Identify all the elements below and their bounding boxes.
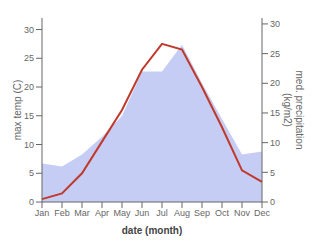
svg-text:10: 10 — [270, 138, 280, 148]
svg-text:Sep: Sep — [194, 208, 210, 218]
svg-text:15: 15 — [270, 108, 280, 118]
svg-text:Nov: Nov — [234, 208, 251, 218]
svg-text:20: 20 — [24, 82, 34, 92]
svg-text:5: 5 — [270, 168, 275, 178]
svg-text:5: 5 — [29, 168, 34, 178]
svg-text:date (month): date (month) — [122, 225, 183, 236]
svg-text:Dec: Dec — [254, 208, 271, 218]
svg-text:May: May — [113, 208, 131, 218]
svg-text:Aug: Aug — [174, 208, 190, 218]
svg-text:med. precipitation(kg/m2): med. precipitation(kg/m2) — [282, 71, 305, 150]
svg-text:0: 0 — [29, 197, 34, 207]
svg-text:Jan: Jan — [35, 208, 50, 218]
svg-text:20: 20 — [270, 78, 280, 88]
svg-text:Feb: Feb — [54, 208, 70, 218]
svg-text:Oct: Oct — [215, 208, 230, 218]
svg-text:max temp (C): max temp (C) — [12, 80, 23, 141]
svg-text:Jul: Jul — [156, 208, 168, 218]
svg-text:15: 15 — [24, 111, 34, 121]
svg-text:Apr: Apr — [95, 208, 109, 218]
svg-text:0: 0 — [270, 197, 275, 207]
svg-text:Mar: Mar — [74, 208, 90, 218]
svg-text:30: 30 — [24, 25, 34, 35]
svg-text:30: 30 — [270, 19, 280, 29]
svg-text:Jun: Jun — [135, 208, 150, 218]
svg-text:10: 10 — [24, 140, 34, 150]
svg-text:25: 25 — [24, 53, 34, 63]
svg-text:25: 25 — [270, 49, 280, 59]
